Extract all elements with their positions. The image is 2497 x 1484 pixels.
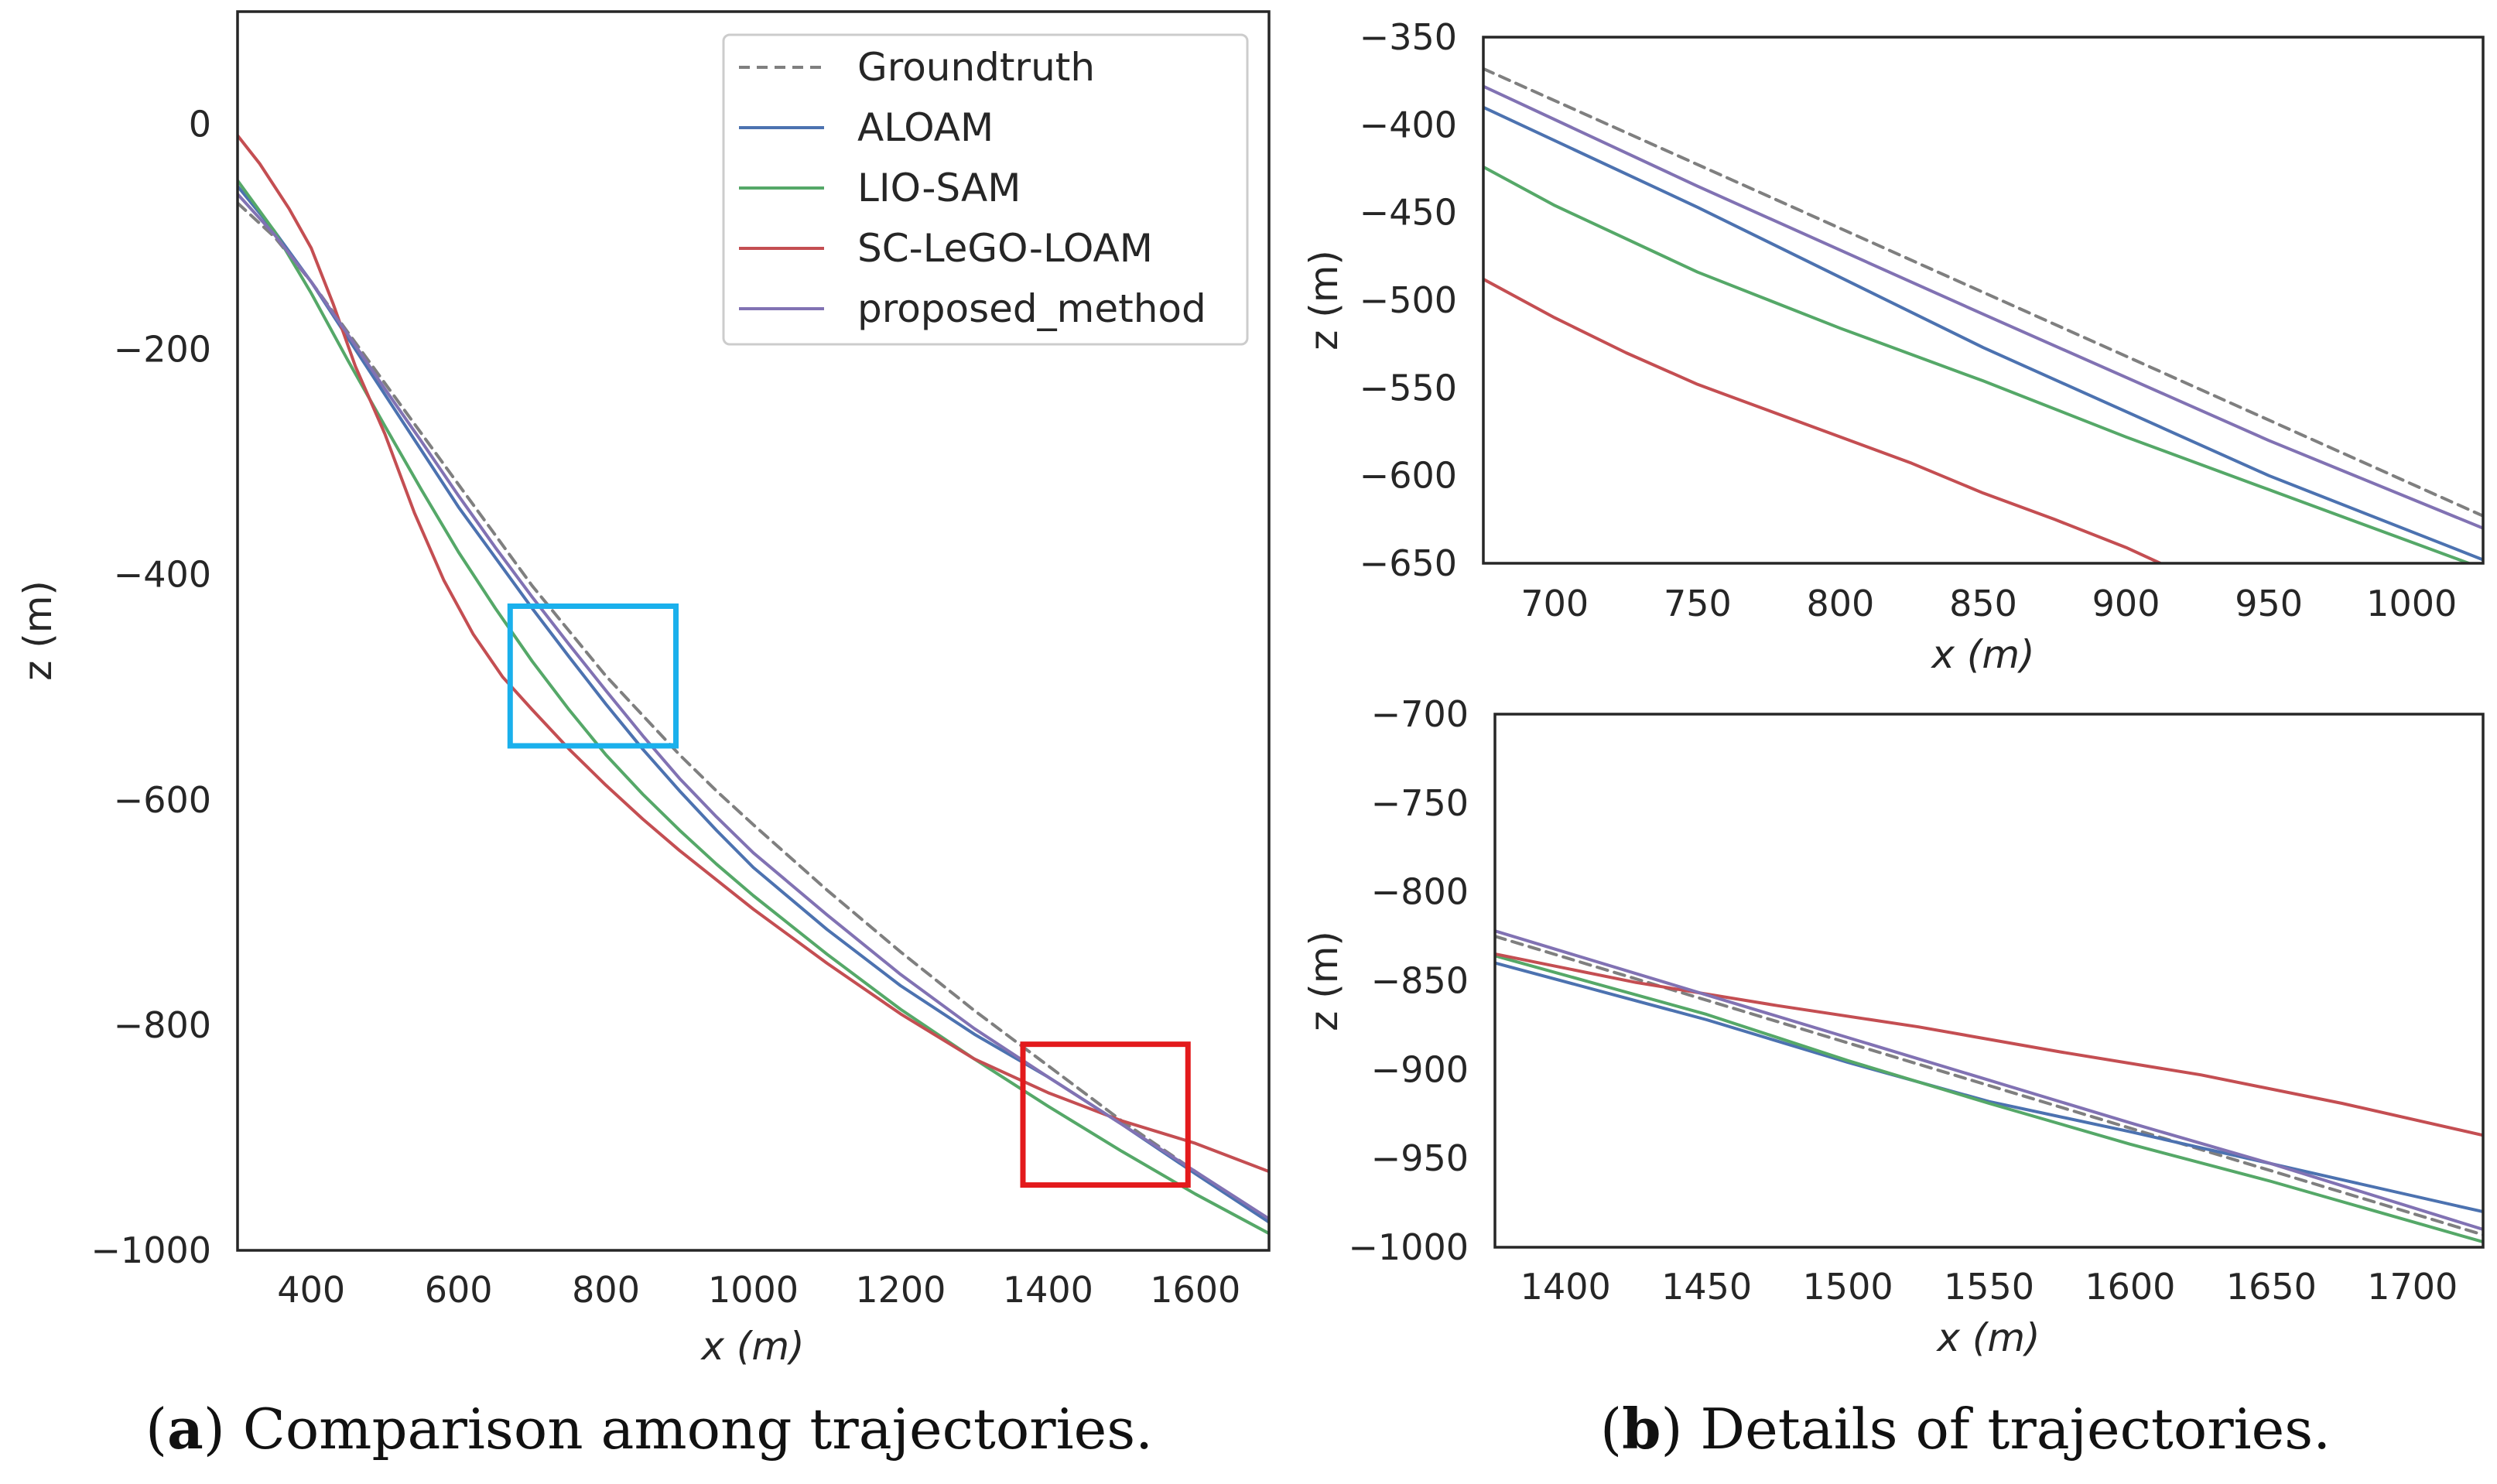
legend-label-sc-lego-loam: SC-LeGO-LOAM bbox=[857, 226, 1153, 271]
main-xtick-label: 400 bbox=[277, 1269, 345, 1311]
zoom-box-blue bbox=[507, 603, 679, 749]
detail-top-ytick-label: −400 bbox=[1360, 104, 1457, 145]
detail-bottom-ytick-label: −800 bbox=[1371, 871, 1469, 913]
top-x-ticks: 700 750 800 850 900 950 1000 bbox=[1520, 583, 2457, 624]
detail-bottom-xtick-label: 1550 bbox=[1944, 1266, 2034, 1308]
main-zoom-boxes bbox=[507, 603, 1191, 1188]
detail-bottom-series-lio-sam bbox=[1495, 954, 2483, 1244]
main-xtick-label: 1600 bbox=[1150, 1269, 1240, 1311]
detail-top-plot: 700 750 800 850 900 950 1000 −350−400−450−500−… bbox=[1302, 16, 2485, 677]
bottom-plot-frame bbox=[1493, 713, 2485, 1249]
bottom-y-axis-label: z (m) bbox=[1302, 931, 1346, 1031]
caption-b-label: b bbox=[1622, 1396, 1661, 1462]
legend-label-proposed-method: proposed_method bbox=[857, 286, 1206, 331]
legend-label-lio-sam: LIO-SAM bbox=[857, 166, 1021, 210]
main-series-groundtruth bbox=[238, 201, 1269, 1224]
main-xtick-label: 600 bbox=[425, 1269, 493, 1311]
legend: Groundtruth ALOAM LIO-SAM SC-LeGO-LOAM p… bbox=[722, 33, 1249, 346]
main-ytick-label: −200 bbox=[114, 329, 211, 371]
main-y-ticks: 0 −200 −400 −600 −800 −1000 bbox=[91, 104, 211, 1271]
detail-bottom-series-groundtruth bbox=[1495, 935, 2483, 1236]
detail-top-ytick-label: −350 bbox=[1360, 16, 1457, 58]
top-y-axis-label: z (m) bbox=[1302, 250, 1346, 350]
main-xtick-label: 800 bbox=[572, 1269, 640, 1311]
main-series-proposed-method bbox=[238, 192, 1269, 1221]
detail-bottom-series-aloam bbox=[1495, 961, 2483, 1214]
bottom-x-ticks: 1400 1450 1500 1550 1600 1650 1700 bbox=[1520, 1266, 2458, 1308]
main-xtick-label: 1000 bbox=[708, 1269, 799, 1311]
main-series-aloam bbox=[238, 184, 1269, 1224]
top-plot-frame bbox=[1482, 36, 2485, 565]
main-x-ticks: 400 600 800 1000 1200 1400 1600 bbox=[277, 1269, 1240, 1311]
detail-top-xtick-label: 900 bbox=[2092, 583, 2160, 624]
legend-item-aloam: ALOAM bbox=[739, 105, 994, 150]
main-x-axis-label: x (m) bbox=[700, 1324, 804, 1369]
caption-a-text: Comparison among trajectories. bbox=[243, 1397, 1153, 1462]
detail-top-series-lio-sam bbox=[1483, 165, 2471, 563]
legend-item-sc-lego-loam: SC-LeGO-LOAM bbox=[739, 226, 1153, 271]
legend-item-proposed-method: proposed_method bbox=[739, 286, 1206, 331]
detail-bottom-xtick-label: 1600 bbox=[2085, 1266, 2175, 1308]
zoom-box-red bbox=[1020, 1041, 1191, 1188]
detail-bottom-xtick-label: 1500 bbox=[1803, 1266, 1893, 1308]
detail-bottom-xtick-label: 1650 bbox=[2226, 1266, 2317, 1308]
detail-bottom-plot: 1400 1450 1500 1550 1600 1650 1700 −700 −750 −80… bbox=[1302, 693, 2485, 1360]
detail-top-xtick-label: 750 bbox=[1664, 583, 1732, 624]
caption-a-label: a bbox=[167, 1396, 204, 1462]
detail-top-xtick-label: 800 bbox=[1807, 583, 1875, 624]
top-series-layer bbox=[1483, 67, 2483, 563]
detail-top-ytick-label: −500 bbox=[1360, 279, 1457, 321]
detail-top-ytick-label: −450 bbox=[1360, 192, 1457, 234]
detail-top-xtick-label: 950 bbox=[2235, 583, 2303, 624]
main-series-sc-lego-loam bbox=[238, 134, 1269, 1174]
detail-bottom-ytick-label: −900 bbox=[1371, 1048, 1469, 1090]
detail-top-series-groundtruth bbox=[1483, 67, 2483, 518]
main-ytick-label: −1000 bbox=[91, 1229, 211, 1271]
detail-bottom-xtick-label: 1700 bbox=[2367, 1266, 2458, 1308]
legend-box bbox=[722, 33, 1249, 346]
main-ytick-label: −800 bbox=[114, 1004, 211, 1046]
detail-bottom-ytick-label: −700 bbox=[1371, 693, 1469, 735]
detail-top-series-aloam bbox=[1483, 105, 2483, 562]
detail-top-series-sc-lego-loam bbox=[1483, 277, 2162, 563]
detail-top-xtick-label: 1000 bbox=[2366, 583, 2457, 624]
main-trajectory-plot: 400 600 800 1000 1200 1400 1600 0 −200 −400 −600 −… bbox=[15, 10, 1271, 1369]
main-ytick-label: 0 bbox=[189, 104, 211, 145]
detail-bottom-xtick-label: 1400 bbox=[1520, 1266, 1611, 1308]
main-ytick-label: −600 bbox=[114, 779, 211, 821]
top-x-axis-label: x (m) bbox=[1930, 632, 2034, 677]
detail-bottom-series-proposed-method bbox=[1495, 929, 2483, 1231]
detail-bottom-ytick-label: −750 bbox=[1371, 782, 1469, 824]
legend-item-groundtruth: Groundtruth bbox=[739, 45, 1095, 90]
main-xtick-label: 1200 bbox=[855, 1269, 946, 1311]
main-plot-frame bbox=[236, 10, 1271, 1252]
detail-bottom-ytick-label: −1000 bbox=[1348, 1226, 1469, 1268]
legend-label-groundtruth: Groundtruth bbox=[857, 45, 1095, 90]
detail-top-ytick-label: −600 bbox=[1360, 455, 1457, 497]
main-series-layer bbox=[238, 134, 1269, 1236]
detail-top-xtick-label: 700 bbox=[1520, 583, 1589, 624]
bottom-y-ticks: −700 −750 −800 −850 −900 −950 −1000 bbox=[1348, 693, 1469, 1268]
legend-item-lio-sam: LIO-SAM bbox=[739, 166, 1021, 210]
caption-b: (b) Details of trajectories. bbox=[1600, 1396, 2331, 1462]
main-xtick-label: 1400 bbox=[1003, 1269, 1093, 1311]
top-y-ticks: −350 −400 −450 −500 −550 −600 −650 bbox=[1360, 16, 1457, 584]
bottom-series-layer bbox=[1495, 929, 2483, 1244]
detail-bottom-ytick-label: −950 bbox=[1371, 1137, 1469, 1179]
main-y-axis-label: z (m) bbox=[15, 580, 60, 681]
main-ytick-label: −400 bbox=[114, 554, 211, 596]
detail-bottom-xtick-label: 1450 bbox=[1661, 1266, 1752, 1308]
detail-top-xtick-label: 850 bbox=[1949, 583, 2017, 624]
detail-bottom-ytick-label: −850 bbox=[1371, 960, 1469, 1002]
detail-top-ytick-label: −550 bbox=[1360, 367, 1457, 409]
bottom-x-axis-label: x (m) bbox=[1935, 1315, 2040, 1360]
detail-bottom-series-sc-lego-loam bbox=[1495, 952, 2483, 1137]
detail-top-ytick-label: −650 bbox=[1360, 542, 1457, 584]
legend-label-aloam: ALOAM bbox=[857, 105, 994, 150]
caption-a: (a) Comparison among trajectories. bbox=[145, 1396, 1153, 1462]
caption-b-text: Details of trajectories. bbox=[1700, 1397, 2331, 1462]
detail-top-series-proposed-method bbox=[1483, 84, 2483, 530]
